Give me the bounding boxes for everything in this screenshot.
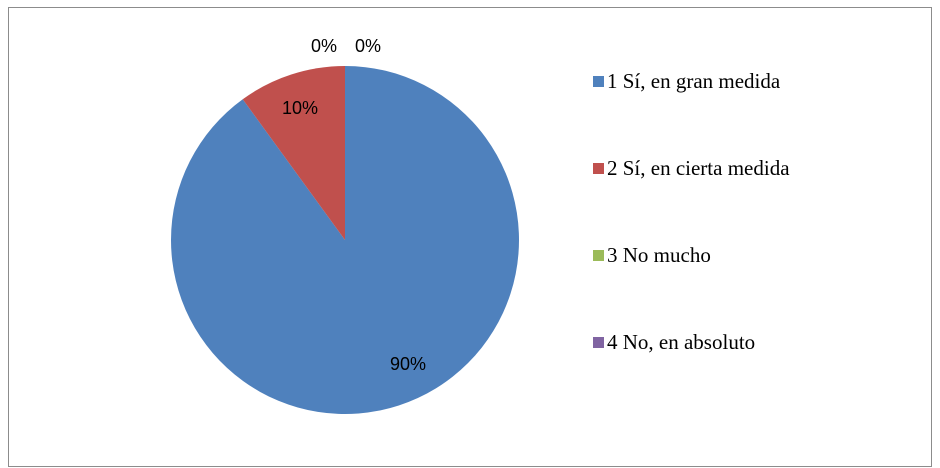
legend-swatch-4 [593, 336, 604, 348]
legend-label-1: 1 Sí, en gran medida [607, 68, 781, 93]
legend-label-3: 3 No mucho [607, 242, 711, 267]
data-label-3: 0% [311, 36, 337, 56]
legend: 1 Sí, en gran medida 2 Sí, en cierta med… [593, 66, 913, 414]
legend-swatch-3 [593, 249, 604, 261]
legend-item-4: 4 No, en absoluto [593, 327, 913, 357]
legend-item-3: 3 No mucho [593, 240, 913, 270]
data-label-1: 90% [390, 354, 426, 374]
legend-item-2: 2 Sí, en cierta medida [593, 153, 913, 183]
data-label-2: 10% [282, 98, 318, 118]
legend-swatch-1 [593, 75, 604, 87]
legend-item-1: 1 Sí, en gran medida [593, 66, 913, 96]
pie-slice-2 [242, 66, 345, 240]
data-label-4: 0% [355, 36, 381, 56]
legend-swatch-2 [593, 162, 604, 174]
legend-label-2: 2 Sí, en cierta medida [607, 155, 790, 180]
legend-label-4: 4 No, en absoluto [607, 329, 756, 354]
